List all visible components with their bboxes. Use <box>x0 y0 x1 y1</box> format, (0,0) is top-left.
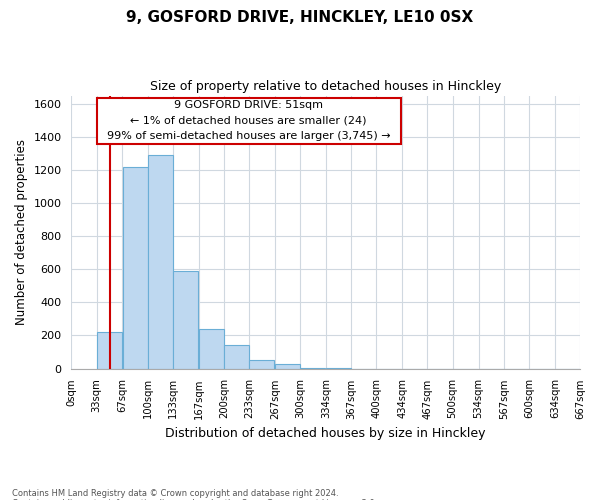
Y-axis label: Number of detached properties: Number of detached properties <box>15 139 28 325</box>
Text: Contains HM Land Registry data © Crown copyright and database right 2024.: Contains HM Land Registry data © Crown c… <box>12 488 338 498</box>
Text: 9, GOSFORD DRIVE, HINCKLEY, LE10 0SX: 9, GOSFORD DRIVE, HINCKLEY, LE10 0SX <box>127 10 473 25</box>
Bar <box>148 155 173 368</box>
Bar <box>224 346 249 368</box>
Title: Size of property relative to detached houses in Hinckley: Size of property relative to detached ho… <box>150 80 502 93</box>
Bar <box>173 271 198 368</box>
Bar <box>275 364 300 368</box>
Bar <box>249 360 274 368</box>
Text: 9 GOSFORD DRIVE: 51sqm
← 1% of detached houses are smaller (24)
99% of semi-deta: 9 GOSFORD DRIVE: 51sqm ← 1% of detached … <box>107 100 391 141</box>
Bar <box>97 332 122 368</box>
FancyBboxPatch shape <box>97 98 401 144</box>
Bar <box>199 329 224 368</box>
X-axis label: Distribution of detached houses by size in Hinckley: Distribution of detached houses by size … <box>166 427 486 440</box>
Text: Contains public sector information licensed under the Open Government Licence v3: Contains public sector information licen… <box>12 498 377 500</box>
Bar <box>122 166 148 368</box>
